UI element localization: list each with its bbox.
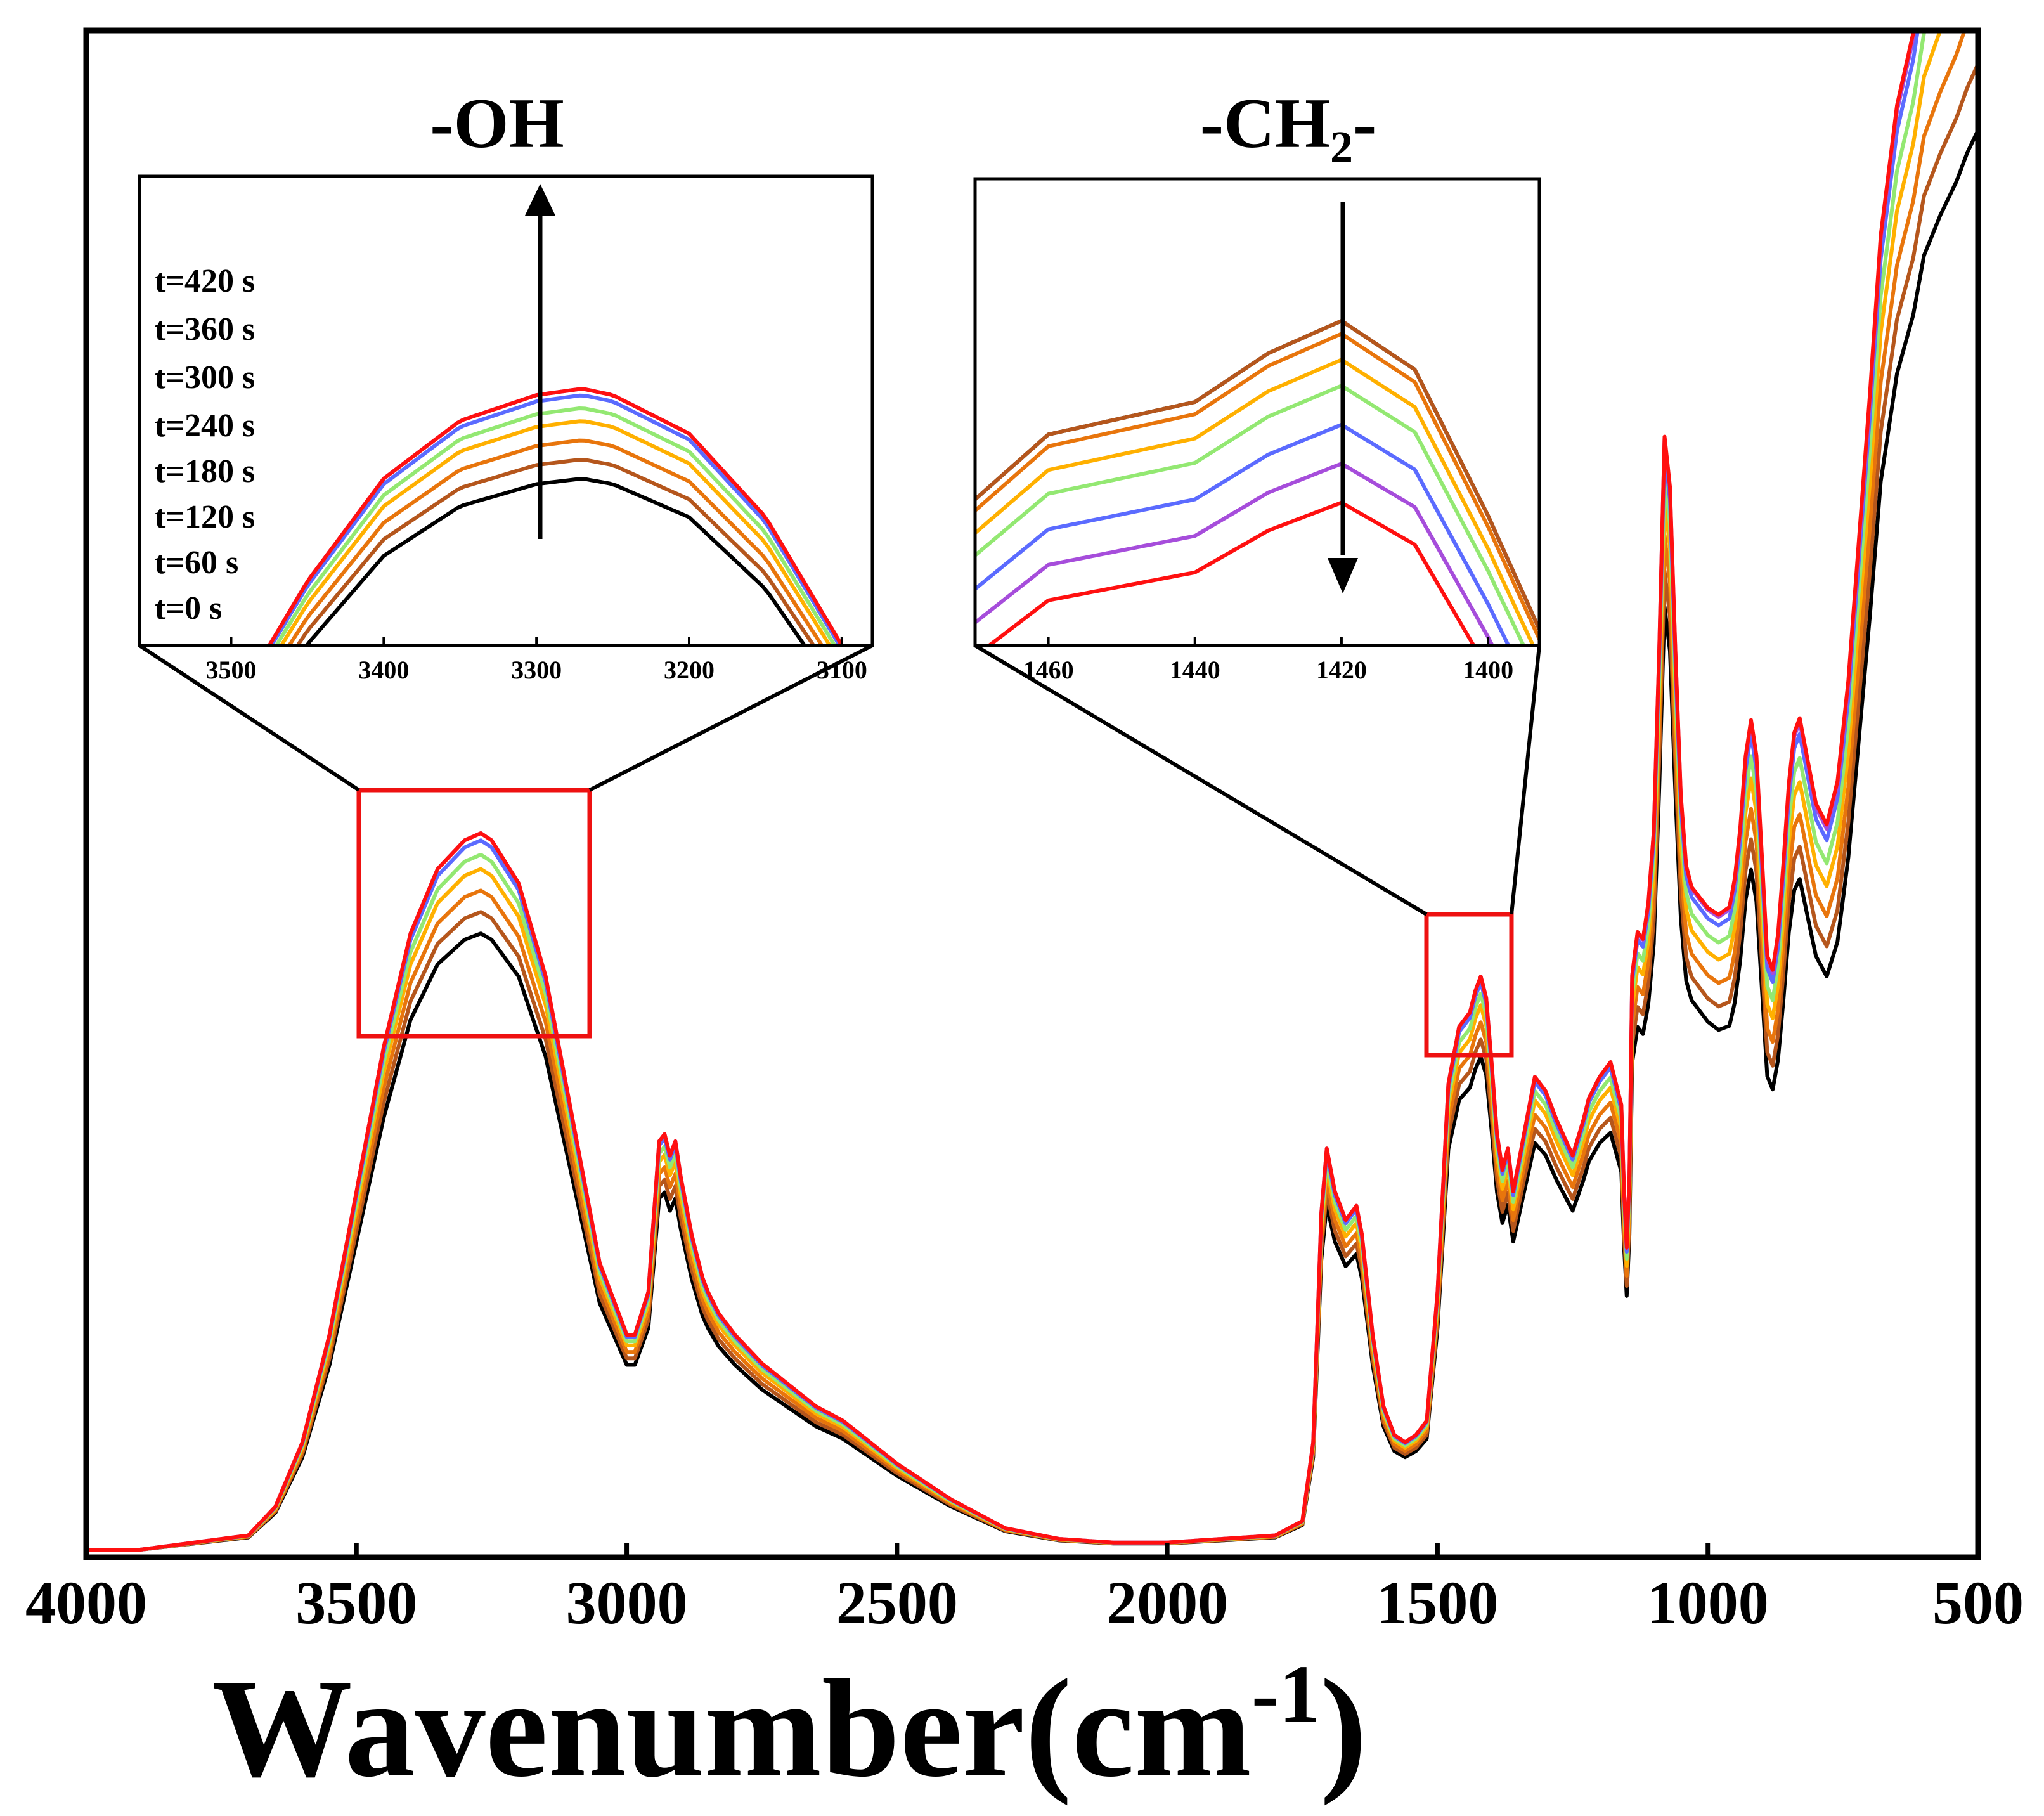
series-line-t360s [975,462,1495,645]
x-tick-label: 1000 [1647,1569,1769,1637]
zoom-box-ch2 [1424,912,1514,1058]
inset-ch2-tick-label: 1440 [1170,656,1220,684]
main-plot-frame [83,27,1981,1560]
x-tick-label: 2500 [836,1569,958,1637]
x-tick-label: 3000 [566,1569,688,1637]
legend-label: t=420 s [155,263,255,299]
inset-ch2-x-ticks: 1460 1440 1420 1400 [1023,637,1513,684]
x-tick-label: 4000 [25,1569,147,1637]
legend-label: t=360 s [155,311,255,347]
series-line-t120s [287,438,824,645]
inset-ch2-tick-label: 1420 [1316,656,1367,684]
connector-line-oh-left [138,644,360,792]
x-tick-label: 2000 [1106,1569,1228,1637]
series-line-t60s [295,458,816,645]
x-tick-label: 3500 [295,1569,417,1637]
inset-ch2-title: -CH2- [1200,84,1377,172]
inset-oh-curves [267,387,844,645]
inset-ch2-curves [975,319,1539,645]
legend-label: t=0 s [155,590,222,626]
legend-label: t=240 s [155,408,255,444]
main-x-axis-ticks: 4000 3500 3000 2500 2000 1500 1000 500 [25,1543,2024,1637]
x-tick-label: 500 [1932,1569,2024,1637]
connector-line-ch2-right [1510,645,1541,915]
series-line-t180s [279,419,832,645]
zoom-box-oh [356,788,592,1039]
inset-oh-tick-label: 3100 [817,656,867,684]
series-line-t420s [86,30,1916,1552]
legend-label: t=60 s [155,545,238,581]
series-line-t240s [975,384,1526,645]
legend-label: t=300 s [155,360,255,396]
inset-oh-tick-label: 3300 [511,656,562,684]
inset-oh-title: -OH [430,84,564,163]
inset-oh-legend: t=420 s t=360 s t=300 s t=240 s t=180 s … [155,263,255,626]
inset-oh-x-ticks: 3500 3400 3300 3200 3100 [206,637,867,684]
series-line-t420s [986,500,1476,645]
legend-label: t=180 s [155,453,255,490]
inset-oh-tick-label: 3400 [358,656,409,684]
series-line-t60s [975,319,1539,630]
series-line-t240s [274,406,838,645]
series-line-t420s [267,387,844,645]
series-line-t300s [975,422,1511,645]
series-line-t0s [304,477,807,645]
series-line-t120s [975,332,1539,640]
inset-ch2-arrow-down [1328,202,1358,593]
inset-oh-frame [138,174,874,647]
legend-label: t=120 s [155,499,255,535]
inset-ch2-tick-label: 1400 [1463,656,1513,684]
x-tick-label: 1500 [1376,1569,1498,1637]
connector-line-ch2-left [974,644,1428,916]
inset-ch2-tick-label: 1460 [1023,656,1074,684]
connector-line-oh-right [588,644,874,792]
inset-oh-arrow-up [525,184,555,539]
inset-oh-tick-label: 3500 [206,656,257,684]
series-line-t300s [269,393,842,645]
inset-oh-tick-label: 3200 [664,656,715,684]
inset-ch2-frame [973,177,1541,647]
series-line-t180s [975,358,1536,645]
x-axis-label: Wavenumber(cm-1) [212,1649,1367,1806]
